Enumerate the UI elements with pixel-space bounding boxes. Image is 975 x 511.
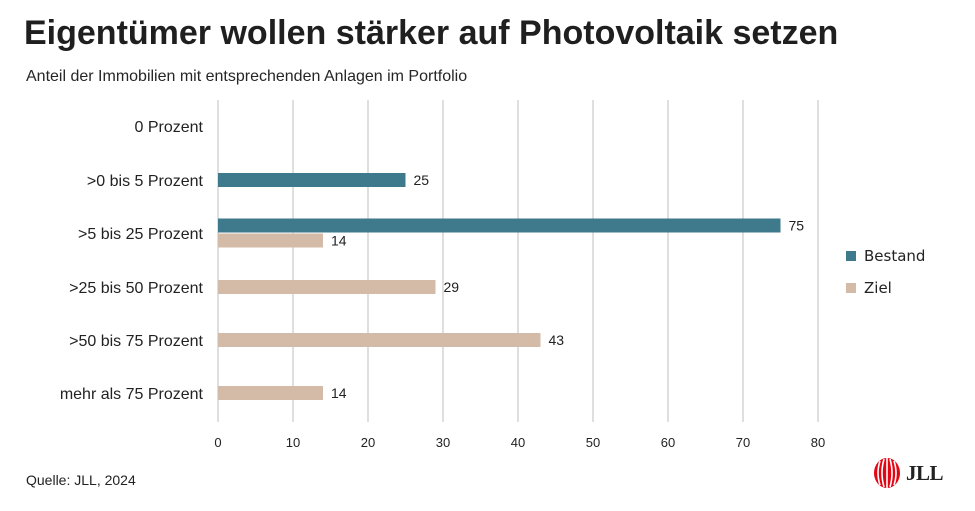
legend-swatch-bestand [846,251,856,261]
x-tick-label-10: 10 [286,435,300,450]
x-tick-label-20: 20 [361,435,375,450]
category-label: mehr als 75 Prozent [60,386,204,403]
category-label: >50 bis 75 Prozent [69,333,203,350]
data-label-ziel: 14 [331,233,347,249]
chart-title: Eigentümer wollen stärker auf Photovolta… [24,14,839,52]
category-label: >0 bis 5 Prozent [87,173,204,190]
data-label-ziel: 29 [444,279,460,295]
legend-label-ziel: Ziel [864,279,892,297]
data-label-ziel: 43 [549,332,565,348]
x-tick-label-40: 40 [511,435,525,450]
legend-item-bestand: Bestand [846,246,925,266]
jll-logo-icon [874,458,900,488]
data-label-bestand: 25 [414,172,430,188]
chart-subtitle: Anteil der Immobilien mit entsprechenden… [26,68,468,85]
category-label: 0 Prozent [135,119,204,136]
x-tick-label-30: 30 [436,435,450,450]
category-label: >5 bis 25 Prozent [78,226,204,243]
category-label: >25 bis 50 Prozent [69,280,203,297]
jll-logo-text: JLL [906,460,944,485]
jll-logo: JLL [871,457,944,489]
data-label-bestand: 75 [789,218,805,234]
data-label-ziel: 14 [331,385,347,401]
bar-ziel [218,386,323,400]
bar-ziel [218,333,541,347]
legend-label-bestand: Bestand [864,247,926,265]
x-tick-label-60: 60 [661,435,675,450]
bar-bestand [218,173,406,187]
x-tick-label-70: 70 [736,435,750,450]
source-note: Quelle: JLL, 2024 [26,472,136,488]
bar-ziel [218,280,436,294]
legend-item-ziel: Ziel [846,278,925,298]
bar-bestand [218,218,781,233]
legend: Bestand Ziel [846,246,925,310]
legend-swatch-ziel [846,283,856,293]
x-tick-label-0: 0 [214,435,221,450]
bar-ziel [218,233,323,248]
x-tick-label-50: 50 [586,435,600,450]
x-tick-label-80: 80 [811,435,825,450]
